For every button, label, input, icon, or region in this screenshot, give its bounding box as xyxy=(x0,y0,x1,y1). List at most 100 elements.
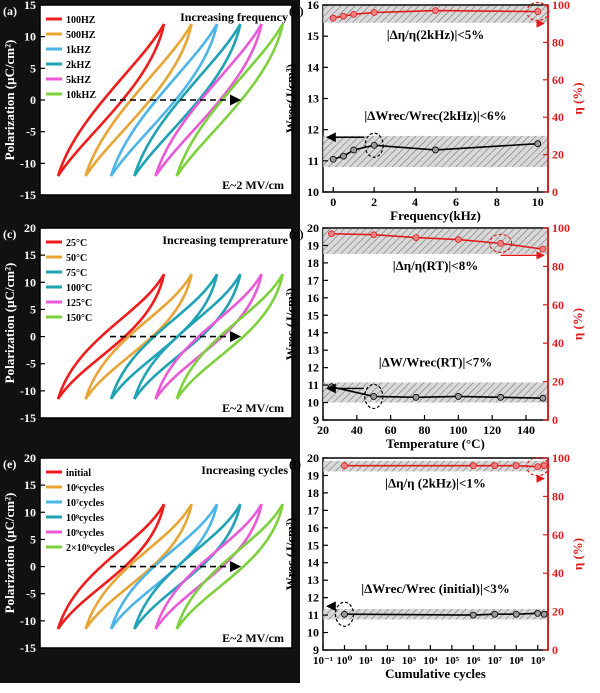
y-right-tick-label: 0 xyxy=(552,643,558,657)
y-left-tick-label: 13 xyxy=(307,573,319,587)
y-left-tick-label: 10 xyxy=(307,185,319,199)
y-left-tick-label: 18 xyxy=(307,486,319,500)
y-left-tick-label: 19 xyxy=(307,238,319,252)
y-tick-label: 15 xyxy=(24,248,36,262)
y-axis-label: Polarization (μC/cm²) xyxy=(2,263,17,384)
panel-label: (a) xyxy=(3,4,17,18)
y-tick-label: 5 xyxy=(30,302,36,316)
pe-loop-0 xyxy=(56,23,166,177)
panel-label: (d) xyxy=(289,227,304,241)
y-left-tick-label: 14 xyxy=(307,326,319,340)
efficiency-band xyxy=(323,5,548,23)
pe-loop-5 xyxy=(175,503,284,630)
pe-loop-2 xyxy=(109,23,219,177)
pe-loop-return-2 xyxy=(109,23,219,177)
y-tick-label: 20 xyxy=(24,221,36,235)
y-right-tick-label: 60 xyxy=(552,528,564,542)
pe-loop-1 xyxy=(84,503,193,630)
y-left-tick-label: 15 xyxy=(307,308,319,322)
field-note: E~2 MV/cm xyxy=(222,631,284,645)
wrec-highlight xyxy=(364,132,384,158)
pe-loop-5 xyxy=(175,273,284,400)
eta-point xyxy=(370,9,378,16)
y-right-tick-label: 80 xyxy=(552,259,564,273)
pe-loop-return-1 xyxy=(84,273,193,400)
y-left-tick-label: 15 xyxy=(307,538,319,552)
y-tick-label: 0 xyxy=(30,330,36,344)
panel-label: (b) xyxy=(289,4,304,18)
legend-entry: 25°C xyxy=(66,238,87,249)
x-tick-label: 10⁴ xyxy=(423,655,438,667)
eta-point xyxy=(329,14,337,22)
y-left-tick-label: 9 xyxy=(313,413,319,427)
legend-entry: 10⁸cycles xyxy=(66,513,104,524)
legend-entry: 2×10⁹cycles xyxy=(66,543,115,554)
y-tick-label: 10 xyxy=(24,275,36,289)
panel-label: (c) xyxy=(3,227,16,241)
pe-loop-2 xyxy=(109,503,219,630)
panel-title: Increasing cycles xyxy=(201,463,288,477)
eta-point xyxy=(539,245,547,253)
wrec-highlight xyxy=(364,383,384,410)
y-left-tick-label: 11 xyxy=(308,154,319,168)
y-tick-label: 5 xyxy=(30,61,36,75)
y-tick-label: 0 xyxy=(30,93,36,107)
y-tick-label: 15 xyxy=(24,0,36,12)
y-left-tick-label: 10 xyxy=(307,626,319,640)
pe-loop-return-3 xyxy=(133,23,242,177)
y-left-tick-label: 12 xyxy=(307,123,319,137)
pe-loop-5 xyxy=(175,23,284,177)
x-tick-label: 40 xyxy=(351,423,363,437)
y-tick-label: -15 xyxy=(20,641,36,655)
y-tick-label: 10 xyxy=(24,30,36,44)
y-tick-label: -5 xyxy=(26,125,36,139)
x-tick-label: 60 xyxy=(385,423,397,437)
y-right-axis-label: η (%) xyxy=(570,538,585,570)
field-note: E~2 MV/cm xyxy=(222,178,284,192)
wrec-point xyxy=(412,393,420,401)
y-right-tick-label: 40 xyxy=(552,566,564,580)
y-right-tick-label: 80 xyxy=(552,35,564,49)
y-right-tick-label: 40 xyxy=(552,110,564,124)
legend-entry: 2kHZ xyxy=(66,60,91,71)
pe-loop-return-0 xyxy=(56,503,166,630)
y-axis-label: Polarization (μC/cm²) xyxy=(2,40,17,161)
eta-point xyxy=(534,8,542,15)
y-left-tick-label: 14 xyxy=(307,60,319,74)
pe-loop-return-5 xyxy=(175,23,284,177)
wrec-point xyxy=(350,146,358,154)
pe-loop-0 xyxy=(56,503,166,630)
eta-point xyxy=(370,231,378,239)
efficiency-band xyxy=(323,228,548,254)
y-right-axis-label: η (%) xyxy=(570,308,585,340)
panel-title: Increasing temprerature xyxy=(162,233,288,247)
wrec-point xyxy=(370,141,378,149)
pe-loop-3 xyxy=(133,273,242,400)
pe-loop-3 xyxy=(133,23,242,177)
x-tick-label: 0 xyxy=(330,195,336,209)
y-right-tick-label: 40 xyxy=(552,336,564,350)
eta-point xyxy=(534,463,542,471)
y-tick-label: -5 xyxy=(26,587,36,601)
x-tick-label: 6 xyxy=(453,195,459,209)
wrec-point xyxy=(497,393,505,401)
y-left-tick-label: 14 xyxy=(307,556,319,570)
y-right-tick-label: 20 xyxy=(552,148,564,162)
y-left-axis-label: Wrec(J/cm³) xyxy=(283,64,298,133)
wrec-point xyxy=(539,394,547,402)
energy-annotation: |ΔWrec/Wrec (initial)|<3% xyxy=(361,581,510,596)
pe-loop-return-5 xyxy=(175,273,284,400)
eta-point xyxy=(497,239,505,247)
y-right-tick-label: 0 xyxy=(552,185,558,199)
eta-point xyxy=(328,230,335,238)
y-right-tick-label: 100 xyxy=(552,0,570,12)
y-left-tick-label: 18 xyxy=(307,256,319,270)
x-tick-label: 140 xyxy=(517,423,535,437)
panel-c: 20 15 10 5 0 -5 -10 -15 Polarization (μC/cm²) (c)… xyxy=(0,221,300,453)
y-tick-label: -10 xyxy=(20,156,36,170)
legend-entry: 150°C xyxy=(66,313,92,324)
x-axis-label: Temperature (°C) xyxy=(386,436,485,451)
y-left-tick-label: 11 xyxy=(308,378,319,392)
